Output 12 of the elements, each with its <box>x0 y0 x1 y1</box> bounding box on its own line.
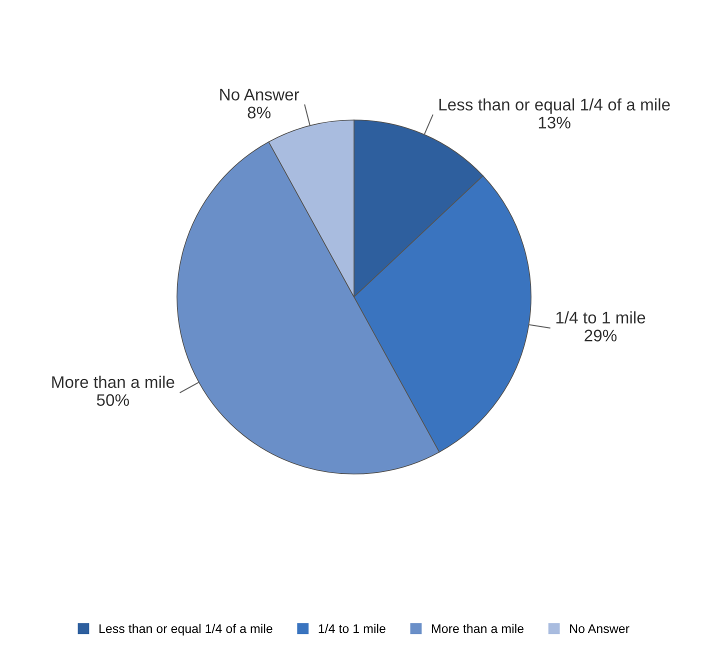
legend-label: More than a mile <box>432 624 524 634</box>
slice-label: 1/4 to 1 mile <box>556 311 646 324</box>
data-label: 13% <box>538 116 570 129</box>
legend-label: Less than or equal 1/4 of a mile <box>100 624 272 636</box>
data-label: 29% <box>584 330 617 342</box>
legend-label: 1/4 to 1 mile <box>318 624 386 634</box>
data-label: 8% <box>248 106 271 118</box>
legend-label: No Answer <box>570 624 630 634</box>
slice-label: No Answer <box>220 88 300 100</box>
slice-label: Less than or equal 1/4 of a mile <box>439 98 670 114</box>
data-label: 50% <box>96 394 129 406</box>
slice-label: More than a mile <box>52 376 174 388</box>
